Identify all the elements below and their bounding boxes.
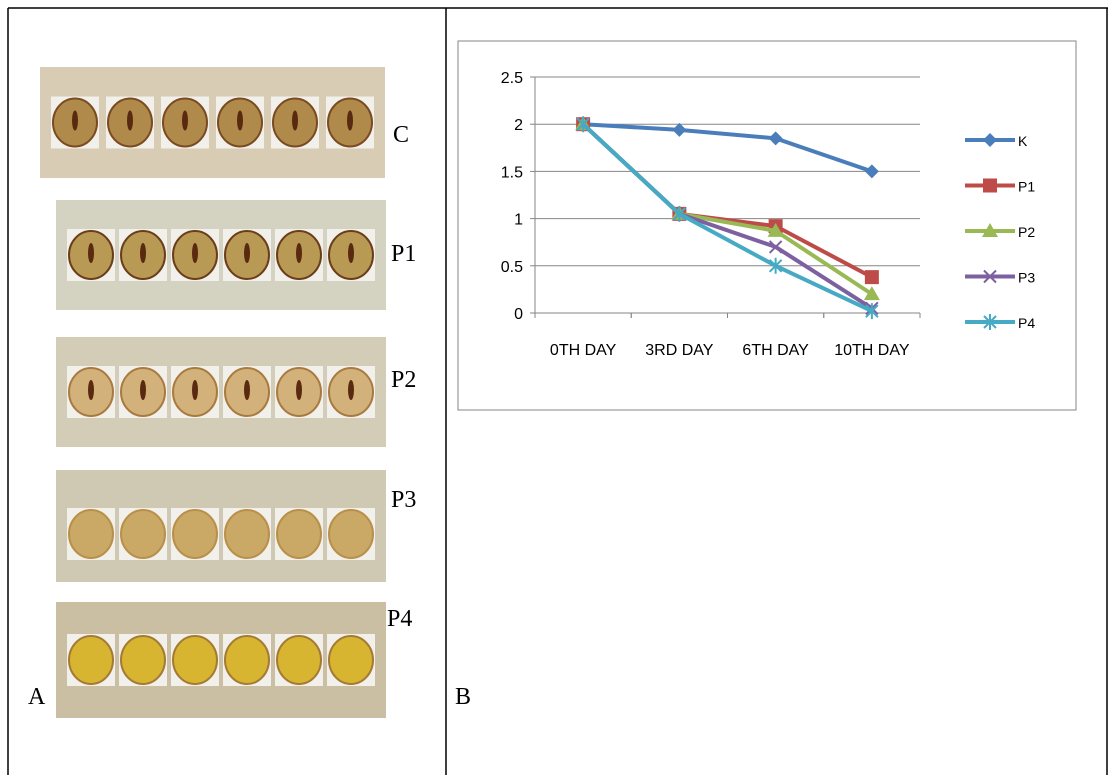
fruit-slice — [121, 510, 165, 558]
fruit-slice — [329, 510, 373, 558]
marker — [865, 270, 879, 284]
y-tick-label: 1 — [514, 212, 523, 229]
legend-label: P4 — [1018, 315, 1035, 331]
fruit-core — [192, 380, 198, 400]
x-tick-label: 3RD DAY — [645, 342, 713, 359]
photo-label: P3 — [391, 487, 416, 513]
fruit-core — [237, 111, 243, 131]
fruit-slice — [277, 510, 321, 558]
y-tick-label: 1.5 — [501, 164, 523, 181]
y-tick-label: 0 — [514, 306, 523, 323]
legend-label: P3 — [1018, 270, 1035, 286]
fruit-core — [192, 243, 198, 263]
x-tick-label: 0TH DAY — [550, 342, 617, 359]
legend-label: P1 — [1018, 179, 1035, 195]
fruit-slice — [277, 636, 321, 684]
fruit-slice — [121, 636, 165, 684]
y-tick-label: 2 — [514, 117, 523, 134]
fruit-core — [140, 380, 146, 400]
y-tick-label: 2.5 — [501, 70, 523, 87]
fruit-core — [292, 111, 298, 131]
y-tick-label: 0.5 — [501, 259, 523, 276]
fruit-core — [296, 243, 302, 263]
fruit-slice — [329, 636, 373, 684]
panel-label: A — [28, 684, 46, 710]
fruit-core — [296, 380, 302, 400]
photo-label: P1 — [391, 241, 416, 267]
fruit-slice — [173, 636, 217, 684]
fruit-core — [244, 380, 250, 400]
x-tick-label: 10TH DAY — [834, 342, 910, 359]
panel-label: B — [455, 684, 471, 710]
fruit-slice — [69, 510, 113, 558]
photo-panel — [40, 67, 386, 718]
fruit-core — [244, 243, 250, 263]
photo-label: C — [393, 122, 409, 148]
marker — [983, 179, 997, 193]
figure: C P1 P2 P3 P4 A B 0 0.5 1 1.5 2 2.5 0TH DAY 3RD… — [0, 0, 1116, 775]
photo-label: P2 — [391, 367, 416, 393]
fruit-core — [88, 243, 94, 263]
fruit-core — [348, 380, 354, 400]
fruit-slice — [225, 510, 269, 558]
fruit-core — [140, 243, 146, 263]
fruit-core — [88, 380, 94, 400]
photo-label: P4 — [387, 606, 412, 632]
fruit-core — [72, 111, 78, 131]
fruit-slice — [225, 636, 269, 684]
fruit-core — [127, 111, 133, 131]
legend-label: K — [1018, 133, 1028, 149]
fruit-core — [348, 243, 354, 263]
fruit-slice — [173, 510, 217, 558]
fruit-core — [182, 111, 188, 131]
x-tick-label: 6TH DAY — [742, 342, 809, 359]
fruit-slice — [69, 636, 113, 684]
legend-label: P2 — [1018, 224, 1035, 240]
fruit-core — [347, 111, 353, 131]
